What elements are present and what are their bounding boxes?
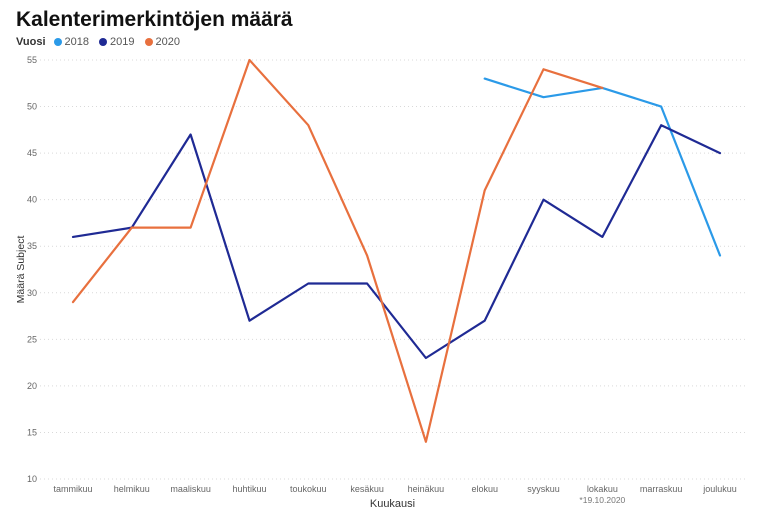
- y-tick-label-10: 10: [27, 474, 37, 484]
- series-line-2019: [71, 124, 722, 360]
- legend-item-2018[interactable]: 2018: [53, 36, 90, 48]
- x-tick-label-huhtikuu: huhtikuu: [232, 484, 266, 494]
- legend-label-2019: 2019: [110, 36, 135, 48]
- y-tick-label-55: 55: [27, 55, 37, 65]
- legend-title: Vuosi: [16, 36, 46, 48]
- y-tick-label-45: 45: [27, 148, 37, 158]
- x-tick-label-heinäkuu: heinäkuu: [408, 484, 445, 494]
- y-tick-label-15: 15: [27, 427, 37, 437]
- x-tick-label-kesäkuu: kesäkuu: [350, 484, 384, 494]
- y-tick-label-40: 40: [27, 195, 37, 205]
- series-line-2020: [71, 58, 604, 443]
- y-tick-label-20: 20: [27, 381, 37, 391]
- legend-label-2020: 2020: [155, 36, 180, 48]
- y-tick-label-35: 35: [27, 241, 37, 251]
- series-line-2018: [483, 77, 722, 257]
- x-axis-title: Kuukausi: [370, 498, 415, 510]
- y-tick-label-25: 25: [27, 334, 37, 344]
- x-tick-label-helmikuu: helmikuu: [114, 484, 150, 494]
- x-tick-label-marraskuu: marraskuu: [640, 484, 683, 494]
- legend-dot-2020: [144, 38, 153, 46]
- x-tick-label-syyskuu: syyskuu: [527, 484, 560, 494]
- x-tick-label-maaliskuu: maaliskuu: [170, 484, 211, 494]
- legend: Vuosi 2018 2019 2020: [16, 36, 184, 48]
- legend-label-2018: 2018: [64, 36, 90, 48]
- x-tick-label-toukokuu: toukokuu: [290, 484, 327, 494]
- x-tick-label-tammikuu: tammikuu: [53, 484, 92, 494]
- annotation-note: *19.10.2020: [579, 495, 625, 505]
- chart-title: Kalenterimerkintöjen määrä: [16, 8, 293, 31]
- y-axis-title: Määrä Subject: [15, 236, 27, 304]
- legend-item-2020[interactable]: 2020: [144, 36, 180, 48]
- legend-dot-2018: [53, 38, 62, 46]
- legend-dot-2019: [99, 38, 108, 46]
- x-tick-label-lokakuu: lokakuu: [587, 484, 618, 494]
- y-tick-label-30: 30: [27, 288, 37, 298]
- x-tick-label-elokuu: elokuu: [471, 484, 498, 494]
- y-tick-label-50: 50: [27, 102, 37, 112]
- legend-item-2019[interactable]: 2019: [99, 36, 135, 48]
- x-tick-label-joulukuu: joulukuu: [702, 484, 737, 494]
